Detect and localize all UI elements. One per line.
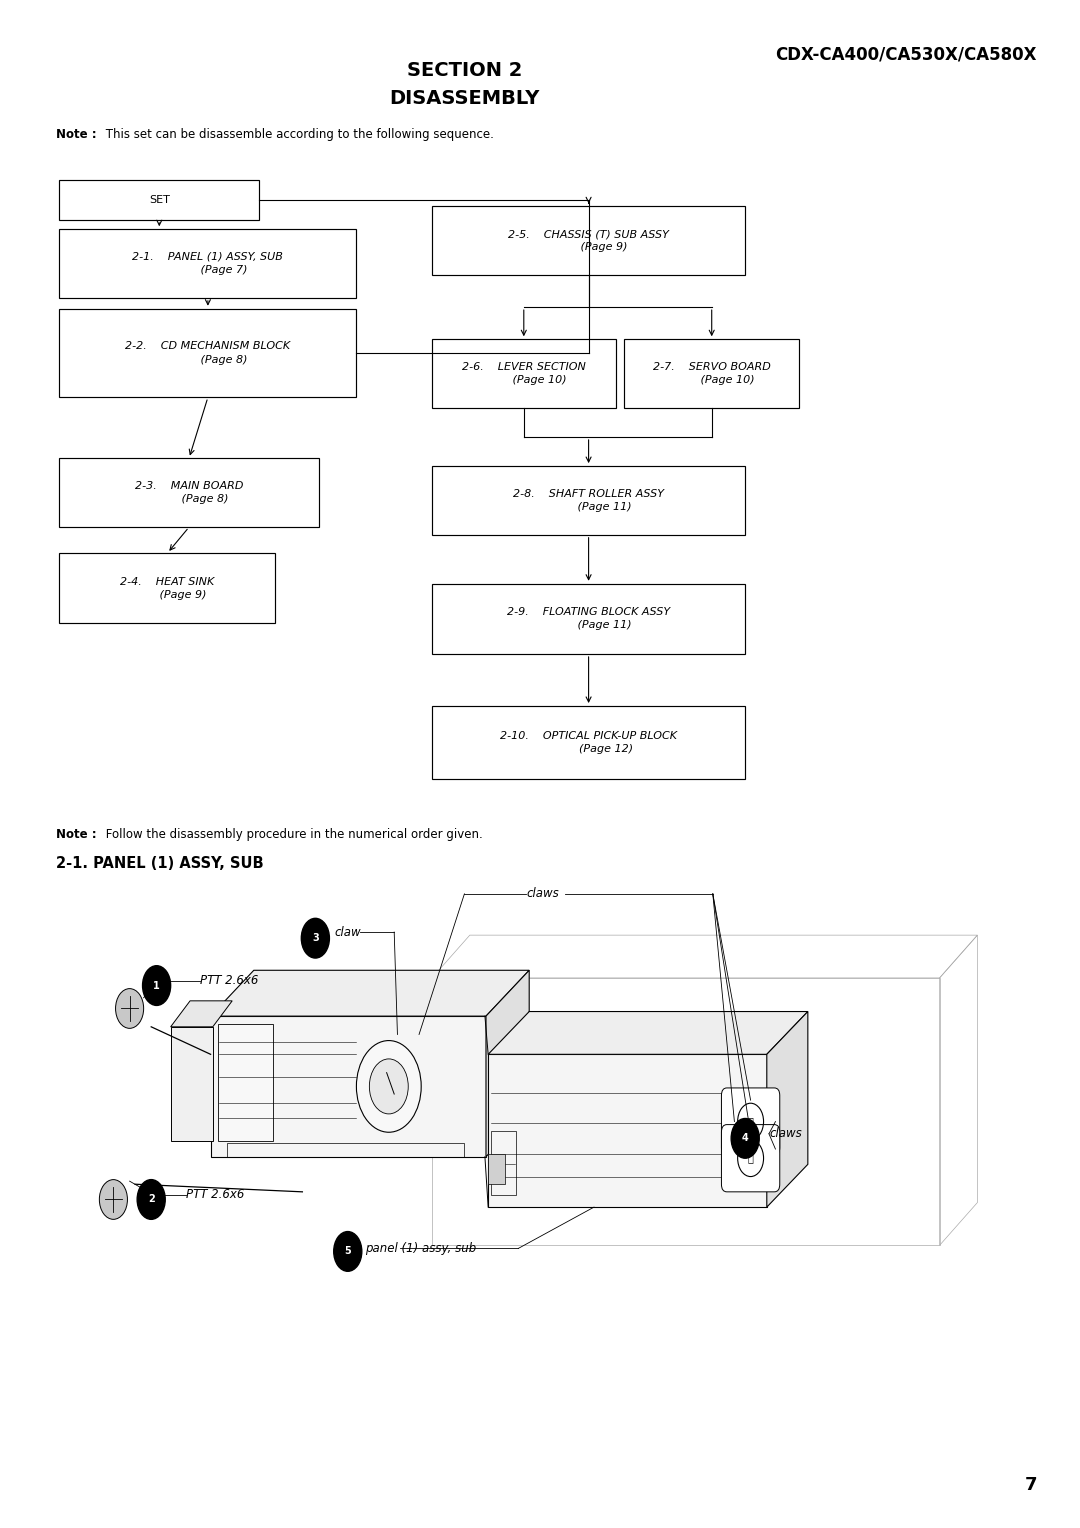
Circle shape — [369, 1059, 408, 1114]
Text: SET: SET — [149, 196, 170, 205]
Text: 」: 」 — [747, 1117, 754, 1126]
FancyBboxPatch shape — [432, 466, 745, 535]
Text: 2: 2 — [148, 1195, 154, 1204]
FancyBboxPatch shape — [432, 339, 616, 408]
FancyBboxPatch shape — [59, 180, 259, 220]
FancyBboxPatch shape — [624, 339, 799, 408]
FancyBboxPatch shape — [721, 1088, 780, 1155]
Text: panel (1) assy, sub: panel (1) assy, sub — [365, 1242, 476, 1254]
Text: 2-3.    MAIN BOARD
         (Page 8): 2-3. MAIN BOARD (Page 8) — [135, 481, 243, 504]
Text: 2-9.    FLOATING BLOCK ASSY
         (Page 11): 2-9. FLOATING BLOCK ASSY (Page 11) — [507, 607, 671, 631]
FancyBboxPatch shape — [59, 309, 356, 397]
Text: Note :: Note : — [56, 828, 97, 842]
Text: 2-1.    PANEL (1) ASSY, SUB
         (Page 7): 2-1. PANEL (1) ASSY, SUB (Page 7) — [133, 252, 283, 275]
Text: 2-1. PANEL (1) ASSY, SUB: 2-1. PANEL (1) ASSY, SUB — [56, 856, 264, 871]
Polygon shape — [488, 1154, 505, 1184]
Text: 2-8.    SHAFT ROLLER ASSY
         (Page 11): 2-8. SHAFT ROLLER ASSY (Page 11) — [513, 489, 664, 512]
FancyBboxPatch shape — [59, 553, 275, 623]
Circle shape — [116, 989, 144, 1028]
Text: 2-7.    SERVO BOARD
         (Page 10): 2-7. SERVO BOARD (Page 10) — [652, 362, 771, 385]
Text: Note :: Note : — [56, 128, 97, 142]
Circle shape — [143, 966, 171, 1005]
Polygon shape — [211, 1016, 486, 1157]
Text: 2-6.    LEVER SECTION
         (Page 10): 2-6. LEVER SECTION (Page 10) — [462, 362, 585, 385]
Text: 2-2.    CD MECHANISM BLOCK
         (Page 8): 2-2. CD MECHANISM BLOCK (Page 8) — [125, 341, 291, 365]
Polygon shape — [488, 1054, 767, 1207]
Text: 4: 4 — [742, 1134, 748, 1143]
FancyBboxPatch shape — [432, 584, 745, 654]
Text: PTT 2.6x6: PTT 2.6x6 — [186, 1189, 244, 1201]
FancyBboxPatch shape — [432, 706, 745, 779]
Text: 3: 3 — [312, 934, 319, 943]
Text: This set can be disassemble according to the following sequence.: This set can be disassemble according to… — [102, 128, 494, 142]
Circle shape — [731, 1118, 759, 1158]
Polygon shape — [218, 1024, 273, 1141]
Text: Follow the disassembly procedure in the numerical order given.: Follow the disassembly procedure in the … — [102, 828, 483, 842]
Circle shape — [137, 1180, 165, 1219]
Polygon shape — [171, 1001, 232, 1027]
Text: 2-5.    CHASSIS (T) SUB ASSY
         (Page 9): 2-5. CHASSIS (T) SUB ASSY (Page 9) — [509, 229, 669, 252]
Circle shape — [334, 1232, 362, 1271]
FancyBboxPatch shape — [432, 206, 745, 275]
Text: DISASSEMBLY: DISASSEMBLY — [389, 89, 540, 107]
Circle shape — [301, 918, 329, 958]
FancyBboxPatch shape — [59, 458, 319, 527]
Text: claws: claws — [769, 1128, 801, 1140]
Text: claw: claw — [335, 926, 362, 938]
Text: SECTION 2: SECTION 2 — [407, 61, 522, 79]
Text: 」: 」 — [747, 1154, 754, 1163]
FancyBboxPatch shape — [59, 229, 356, 298]
Text: 1: 1 — [153, 981, 160, 990]
Text: claws: claws — [526, 888, 558, 900]
Polygon shape — [767, 1012, 808, 1207]
Text: 2-4.    HEAT SINK
         (Page 9): 2-4. HEAT SINK (Page 9) — [120, 576, 215, 601]
Text: PTT 2.6x6: PTT 2.6x6 — [200, 975, 258, 987]
Circle shape — [99, 1180, 127, 1219]
Polygon shape — [486, 970, 529, 1157]
Polygon shape — [171, 1027, 213, 1141]
Text: 2-10.    OPTICAL PICK-UP BLOCK
          (Page 12): 2-10. OPTICAL PICK-UP BLOCK (Page 12) — [500, 730, 677, 755]
Polygon shape — [488, 1012, 808, 1054]
Text: 7: 7 — [1024, 1476, 1037, 1494]
FancyBboxPatch shape — [721, 1125, 780, 1192]
Polygon shape — [211, 970, 529, 1016]
Circle shape — [356, 1041, 421, 1132]
Text: 5: 5 — [345, 1247, 351, 1256]
Text: CDX-CA400/CA530X/CA580X: CDX-CA400/CA530X/CA580X — [775, 46, 1037, 64]
